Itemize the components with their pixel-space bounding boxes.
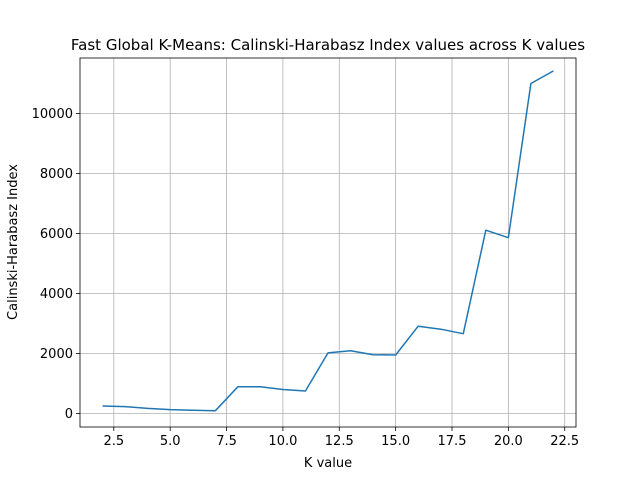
x-axis: 2.5 5.0 7.5 10.0 12.5 15.0 17.5 20.0 22.5	[103, 427, 579, 449]
x-tick-label: 7.5	[216, 434, 237, 449]
y-tick-label: 8000	[40, 167, 73, 182]
x-tick-label: 10.0	[268, 434, 297, 449]
grid	[80, 58, 576, 427]
x-tick-label: 2.5	[103, 434, 124, 449]
x-tick-label: 20.0	[494, 434, 523, 449]
y-tick-label: 0	[65, 407, 73, 422]
x-axis-label: K value	[304, 456, 352, 471]
x-tick-label: 22.5	[550, 434, 579, 449]
y-tick-label: 4000	[40, 287, 73, 302]
x-tick-label: 17.5	[438, 434, 467, 449]
plot-frame	[79, 57, 577, 428]
x-tick-label: 12.5	[325, 434, 354, 449]
x-tick-label: 15.0	[381, 434, 410, 449]
y-tick-label: 2000	[40, 347, 73, 362]
series-line	[102, 70, 554, 412]
series-layer	[102, 70, 554, 412]
y-tick-label: 10000	[32, 107, 73, 122]
y-axis-label: Calinski-Harabasz Index	[6, 164, 21, 320]
y-tick-label: 6000	[40, 227, 73, 242]
x-tick-label: 5.0	[160, 434, 181, 449]
y-axis: 0 2000 4000 6000 8000 10000	[32, 107, 80, 422]
chart-title: Fast Global K-Means: Calinski-Harabasz I…	[71, 36, 585, 54]
